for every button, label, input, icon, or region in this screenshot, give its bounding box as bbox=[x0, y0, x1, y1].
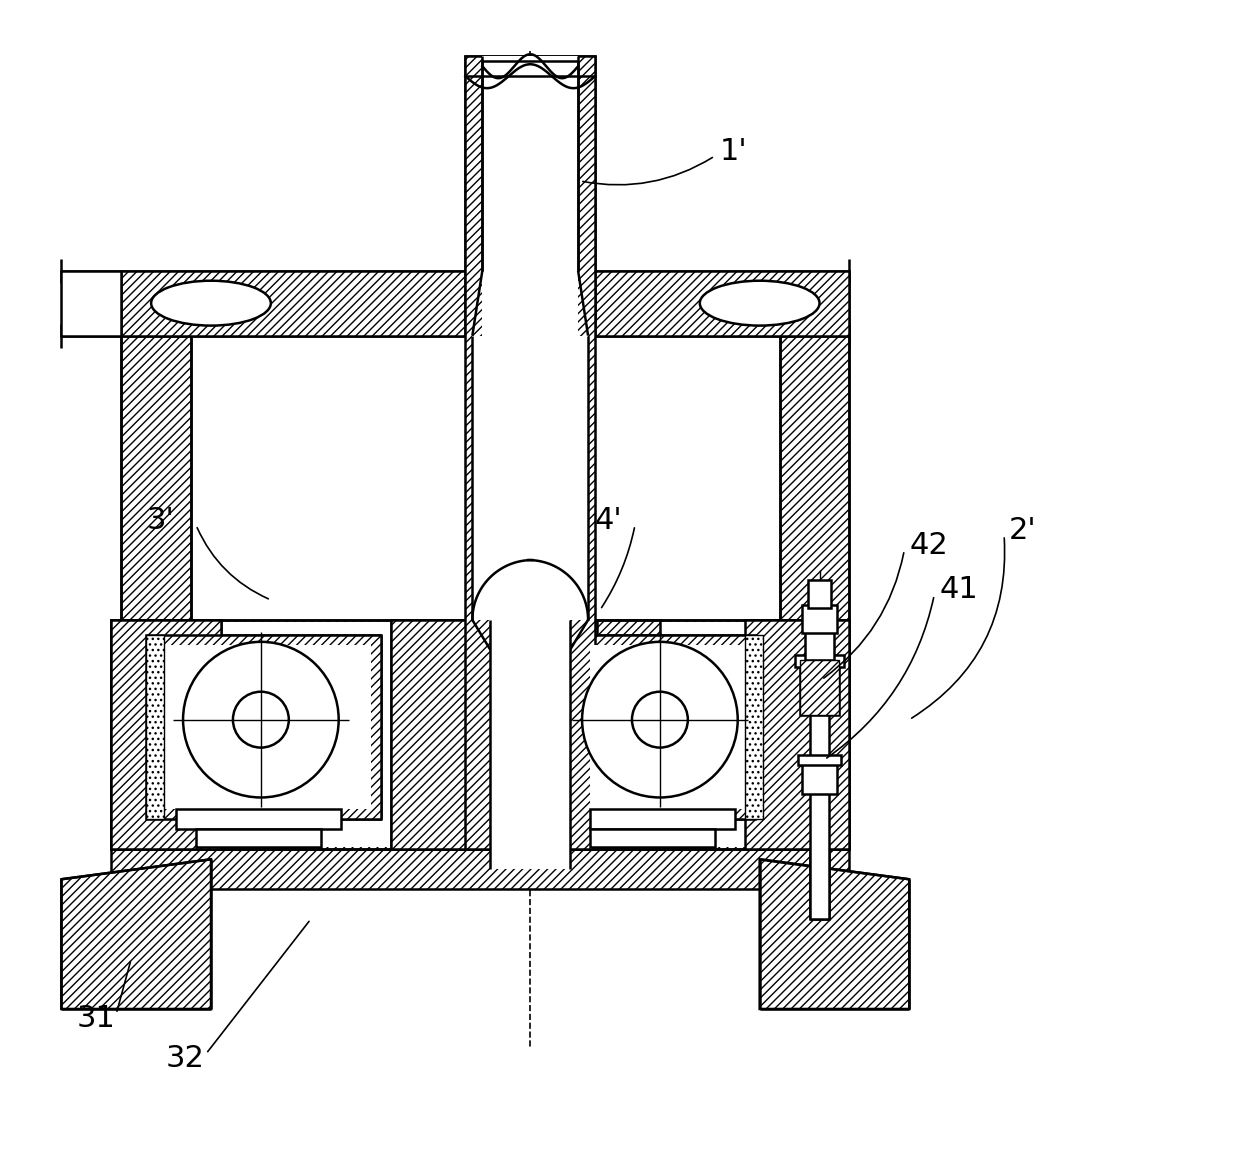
Bar bbox=[146, 635, 164, 820]
Bar bbox=[595, 271, 849, 336]
Bar bbox=[590, 809, 735, 829]
Text: 31: 31 bbox=[77, 1004, 115, 1033]
Bar bbox=[505, 621, 745, 847]
Bar bbox=[472, 336, 588, 620]
Ellipse shape bbox=[151, 280, 270, 325]
Bar bbox=[490, 620, 570, 869]
Bar bbox=[797, 754, 842, 764]
Bar bbox=[465, 56, 595, 271]
Text: 4': 4' bbox=[595, 506, 622, 535]
Polygon shape bbox=[750, 620, 849, 850]
Bar bbox=[800, 660, 839, 715]
Bar bbox=[590, 645, 745, 809]
Bar bbox=[780, 336, 849, 620]
Bar bbox=[745, 620, 849, 850]
Bar bbox=[482, 56, 578, 271]
Bar bbox=[800, 660, 839, 715]
Text: 2': 2' bbox=[1009, 515, 1037, 544]
Bar bbox=[810, 640, 830, 919]
Bar bbox=[582, 620, 596, 850]
Bar bbox=[122, 271, 465, 336]
Text: 41: 41 bbox=[939, 575, 978, 604]
Bar bbox=[801, 760, 837, 794]
Bar bbox=[465, 56, 595, 850]
Bar bbox=[482, 56, 578, 271]
Polygon shape bbox=[580, 620, 660, 850]
Circle shape bbox=[184, 642, 339, 798]
Bar bbox=[482, 271, 578, 336]
Text: 42: 42 bbox=[909, 530, 949, 559]
Bar bbox=[122, 336, 191, 620]
Bar bbox=[112, 850, 849, 889]
Bar bbox=[469, 620, 479, 850]
Bar bbox=[745, 635, 763, 820]
Bar bbox=[146, 635, 381, 820]
Bar bbox=[113, 621, 393, 847]
Text: 32: 32 bbox=[166, 1045, 205, 1073]
Bar bbox=[805, 630, 835, 660]
Polygon shape bbox=[61, 859, 211, 1009]
Polygon shape bbox=[112, 620, 221, 850]
Text: 3': 3' bbox=[146, 506, 174, 535]
Bar bbox=[196, 829, 321, 847]
Polygon shape bbox=[391, 620, 480, 850]
Bar bbox=[156, 645, 371, 809]
Bar bbox=[590, 829, 714, 847]
Bar bbox=[391, 620, 479, 850]
Bar bbox=[807, 580, 832, 608]
Bar bbox=[795, 655, 844, 666]
Ellipse shape bbox=[699, 280, 820, 325]
Circle shape bbox=[233, 692, 289, 747]
Bar bbox=[112, 620, 849, 850]
Bar bbox=[112, 620, 221, 850]
Circle shape bbox=[632, 692, 688, 747]
Bar bbox=[580, 635, 755, 820]
Bar bbox=[479, 620, 583, 850]
Circle shape bbox=[582, 642, 738, 798]
Bar bbox=[801, 605, 837, 633]
Bar bbox=[176, 809, 341, 829]
Text: 1': 1' bbox=[719, 136, 748, 166]
Bar bbox=[61, 271, 122, 336]
Polygon shape bbox=[760, 859, 909, 1009]
